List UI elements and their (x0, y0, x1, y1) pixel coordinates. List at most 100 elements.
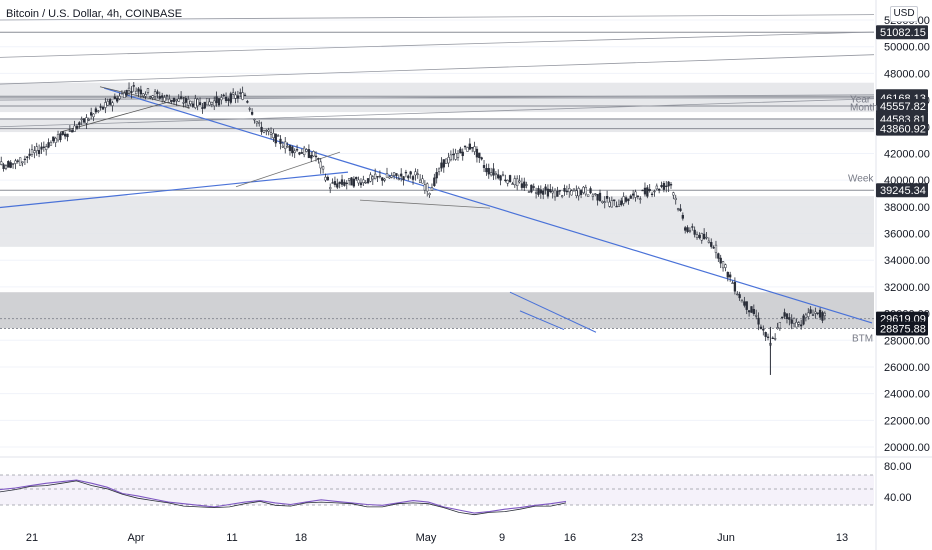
trendlines (0, 86, 873, 333)
candle-body (414, 171, 417, 176)
candle-body (499, 175, 502, 181)
candle-body (314, 155, 318, 158)
candle-body (376, 176, 379, 178)
candle-body (35, 146, 38, 152)
candle-body (340, 179, 344, 185)
candle-body (516, 178, 519, 186)
candle-body (497, 174, 500, 179)
candle-body (329, 187, 332, 190)
candle-body (66, 133, 69, 138)
candle-body (646, 187, 649, 197)
candle-body (755, 315, 758, 317)
candle-body (371, 176, 374, 180)
chart-title: Bitcoin / U.S. Dollar, 4h, COINBASE (6, 8, 183, 20)
candle-body (85, 117, 88, 124)
candle-body (158, 96, 161, 99)
candle-body (733, 282, 737, 292)
candle-body (747, 310, 751, 313)
candle-body (440, 162, 443, 169)
candle-body (627, 198, 630, 201)
candle-body (191, 103, 195, 107)
price-tag (876, 121, 928, 136)
candle-body (731, 282, 734, 284)
candle-body (719, 257, 722, 264)
candle-body (411, 176, 415, 180)
candle-body (208, 101, 211, 106)
candle-body (217, 98, 221, 106)
candle-body (487, 168, 490, 175)
candle-body (262, 129, 266, 133)
candle-body (14, 160, 17, 164)
rsi-axis-label: 40.00 (884, 492, 912, 504)
candle-body (684, 227, 687, 231)
candle-body (47, 142, 50, 148)
candle-body (26, 156, 29, 158)
time-tick-label: May (416, 532, 437, 544)
candle-body (179, 96, 183, 99)
candle-body (42, 146, 45, 148)
candle-body (643, 187, 647, 195)
time-tick-label: 18 (295, 532, 307, 544)
candle-body (243, 94, 247, 97)
price-tag (876, 98, 928, 113)
candle-body (94, 108, 98, 113)
time-tick-label: Apr (127, 532, 144, 544)
candle-body (714, 244, 718, 253)
candle-body (78, 122, 81, 126)
candle-body (605, 196, 609, 199)
candle-body (92, 113, 95, 118)
candle-body (187, 99, 190, 106)
candle-body (111, 102, 114, 106)
candle-body (577, 188, 580, 197)
candle-body (366, 178, 370, 184)
candle-body (400, 173, 403, 177)
candle-body (430, 187, 434, 191)
candle-body (234, 94, 237, 99)
candle-body (213, 100, 216, 107)
candle-body (210, 101, 214, 105)
price-tick-label: 32000.00 (884, 282, 930, 294)
candle-body (184, 98, 187, 103)
candle-body (494, 172, 498, 175)
candle-body (740, 300, 744, 303)
candle-body (463, 145, 467, 148)
candle-body (823, 312, 826, 316)
price-tick-label: 24000.00 (884, 389, 930, 401)
candle-body (182, 102, 185, 104)
candle-body (134, 90, 138, 95)
candle-body (506, 180, 509, 184)
candle-body (570, 190, 573, 196)
candle-body (617, 204, 621, 207)
candle-body (594, 193, 597, 195)
candle-body (492, 168, 495, 176)
uptrend-line (0, 171, 349, 209)
candle-body (132, 85, 135, 87)
candle-body (752, 309, 755, 314)
candle-body (28, 153, 31, 156)
candle-body (175, 99, 178, 102)
candle-body (142, 93, 145, 97)
candle-body (792, 318, 796, 324)
channel-lower (519, 310, 565, 331)
candle-body (712, 247, 715, 249)
candle-body (508, 175, 512, 183)
candle-body (260, 126, 263, 132)
level-note: Year (850, 95, 871, 106)
candle-body (468, 143, 471, 150)
pattern-line (59, 97, 186, 133)
candle-body (374, 173, 377, 180)
candle-body (532, 186, 535, 188)
candle-body (641, 189, 644, 192)
candle-body (478, 152, 481, 159)
candle-body (513, 178, 516, 186)
candle-body (106, 101, 109, 106)
candle-body (305, 149, 308, 152)
candle-body (428, 193, 431, 196)
candle-body (63, 133, 67, 137)
currency-button[interactable]: USD (890, 6, 918, 22)
candle-body (248, 108, 251, 110)
candle-body (764, 332, 767, 337)
candle-body (45, 146, 48, 150)
candle-body (622, 196, 625, 204)
